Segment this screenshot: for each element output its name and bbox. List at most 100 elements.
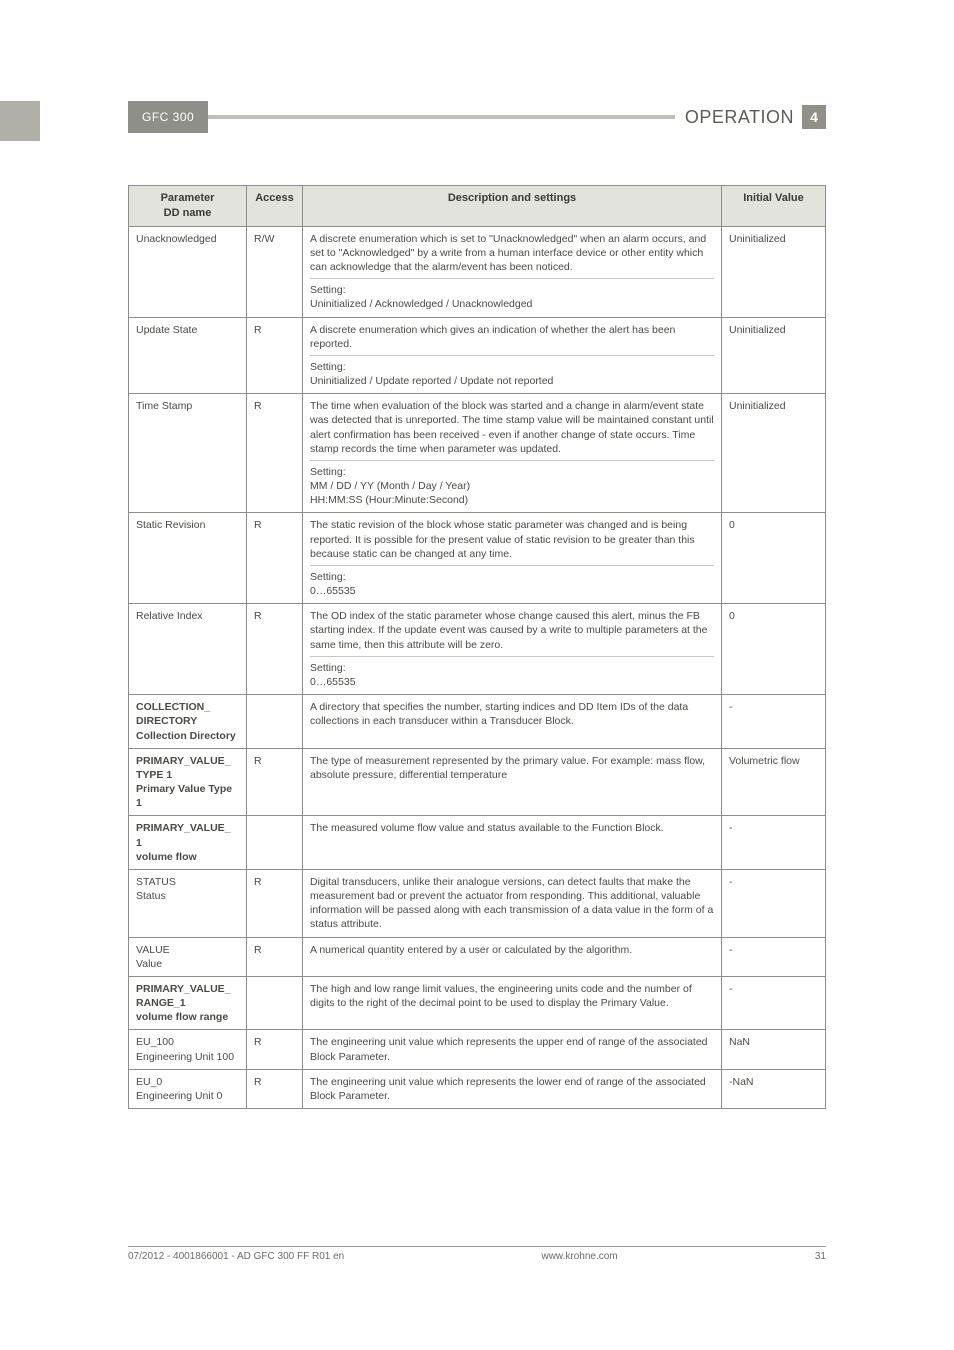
param-name-line: EU_100 bbox=[136, 1035, 239, 1049]
footer-right: 31 bbox=[815, 1251, 826, 1262]
cell-access bbox=[247, 695, 303, 749]
setting-label: Setting: bbox=[310, 570, 714, 584]
desc-text: A directory that specifies the number, s… bbox=[310, 700, 714, 728]
table-row: Relative IndexRThe OD index of the stati… bbox=[129, 604, 826, 695]
col-access: Access bbox=[247, 186, 303, 227]
cell-param: Static Revision bbox=[129, 513, 247, 604]
cell-access: R bbox=[247, 1069, 303, 1108]
cell-desc: The type of measurement represented by t… bbox=[303, 748, 722, 816]
desc-setting-block: Setting:MM / DD / YY (Month / Day / Year… bbox=[310, 460, 714, 508]
col-initial: Initial Value bbox=[722, 186, 826, 227]
table-row: Time StampRThe time when evaluation of t… bbox=[129, 394, 826, 513]
table-row: UnacknowledgedR/WA discrete enumeration … bbox=[129, 226, 826, 317]
cell-desc: The static revision of the block whose s… bbox=[303, 513, 722, 604]
param-name-line: Static Revision bbox=[136, 518, 239, 532]
side-tab bbox=[0, 101, 40, 141]
desc-text: A discrete enumeration which is set to "… bbox=[310, 232, 714, 275]
table-row: PRIMARY_VALUE_RANGE_1volume flow range Th… bbox=[129, 976, 826, 1030]
desc-text: The high and low range limit values, the… bbox=[310, 982, 714, 1010]
param-name-line: PRIMARY_VALUE_ bbox=[136, 982, 239, 996]
cell-param: Unacknowledged bbox=[129, 226, 247, 317]
cell-desc: The OD index of the static parameter who… bbox=[303, 604, 722, 695]
desc-text: The measured volume flow value and statu… bbox=[310, 821, 714, 835]
cell-initial: Uninitialized bbox=[722, 394, 826, 513]
desc-text: A numerical quantity entered by a user o… bbox=[310, 943, 714, 957]
param-name-line: STATUS bbox=[136, 875, 239, 889]
table-row: VALUEValue R A numerical quantity entered … bbox=[129, 937, 826, 976]
setting-label: Setting: bbox=[310, 465, 714, 479]
cell-desc: The high and low range limit values, the… bbox=[303, 976, 722, 1030]
header-title: OPERATION bbox=[685, 107, 794, 128]
col-desc: Description and settings bbox=[303, 186, 722, 227]
setting-value: HH:MM:SS (Hour:Minute:Second) bbox=[310, 493, 714, 507]
col-param-label: Parameter bbox=[161, 192, 215, 204]
cell-param: PRIMARY_VALUE_1volume flow bbox=[129, 816, 247, 870]
cell-param: EU_0Engineering Unit 0 bbox=[129, 1069, 247, 1108]
desc-setting-block: Setting:0…65535 bbox=[310, 656, 714, 689]
table-row: EU_0Engineering Unit 0RThe engineering u… bbox=[129, 1069, 826, 1108]
cell-desc: The engineering unit value which represe… bbox=[303, 1069, 722, 1108]
cell-initial: - bbox=[722, 816, 826, 870]
cell-initial: 0 bbox=[722, 513, 826, 604]
cell-access: R bbox=[247, 937, 303, 976]
cell-desc: A discrete enumeration which is set to "… bbox=[303, 226, 722, 317]
cell-initial: Volumetric flow bbox=[722, 748, 826, 816]
param-name-line: COLLECTION_ bbox=[136, 700, 239, 714]
desc-setting-block: Setting:Uninitialized / Acknowledged / U… bbox=[310, 278, 714, 311]
cell-desc: A numerical quantity entered by a user o… bbox=[303, 937, 722, 976]
table-row: Update StateRA discrete enumeration whic… bbox=[129, 317, 826, 394]
table-header-row: Parameter DD name Access Description and… bbox=[129, 186, 826, 227]
page-header: GFC 300 OPERATION 4 bbox=[128, 101, 826, 133]
param-name-line: RANGE_1 bbox=[136, 996, 239, 1010]
desc-text: The type of measurement represented by t… bbox=[310, 754, 714, 782]
param-name-line: 1 bbox=[136, 836, 239, 850]
cell-access: R bbox=[247, 1030, 303, 1069]
desc-text: Digital transducers, unlike their analog… bbox=[310, 875, 714, 932]
param-name-line: VALUE bbox=[136, 943, 239, 957]
col-param: Parameter DD name bbox=[129, 186, 247, 227]
table-row: EU_100Engineering Unit 100 RThe engineeri… bbox=[129, 1030, 826, 1069]
param-ddname-line: volume flow bbox=[136, 850, 239, 864]
cell-desc: The time when evaluation of the block wa… bbox=[303, 394, 722, 513]
table-row: PRIMARY_VALUE_TYPE 1Primary Value Type 1… bbox=[129, 748, 826, 816]
param-name-line: DIRECTORY bbox=[136, 714, 239, 728]
param-ddname-line: Primary Value Type 1 bbox=[136, 782, 239, 810]
header-badge: 4 bbox=[802, 105, 826, 129]
cell-param: Update State bbox=[129, 317, 247, 394]
cell-desc: The engineering unit value which represe… bbox=[303, 1030, 722, 1069]
cell-param: STATUSStatus bbox=[129, 869, 247, 937]
cell-initial: Uninitialized bbox=[722, 317, 826, 394]
param-name-line: EU_0 bbox=[136, 1075, 239, 1089]
footer-center: www.krohne.com bbox=[541, 1251, 617, 1262]
cell-initial: NaN bbox=[722, 1030, 826, 1069]
table-row: COLLECTION_DIRECTORYCollection Directory… bbox=[129, 695, 826, 749]
header-product: GFC 300 bbox=[128, 101, 208, 133]
cell-param: Time Stamp bbox=[129, 394, 247, 513]
setting-value: Uninitialized / Acknowledged / Unacknowl… bbox=[310, 297, 714, 311]
cell-param: Relative Index bbox=[129, 604, 247, 695]
cell-param: PRIMARY_VALUE_RANGE_1volume flow range bbox=[129, 976, 247, 1030]
setting-label: Setting: bbox=[310, 661, 714, 675]
cell-param: COLLECTION_DIRECTORYCollection Directory bbox=[129, 695, 247, 749]
param-ddname-line: Collection Directory bbox=[136, 729, 239, 743]
table-row: Static Revision RThe static revision of t… bbox=[129, 513, 826, 604]
param-name-line: PRIMARY_VALUE_ bbox=[136, 821, 239, 835]
cell-initial: - bbox=[722, 869, 826, 937]
desc-setting-block: Setting:0…65535 bbox=[310, 565, 714, 598]
cell-desc: Digital transducers, unlike their analog… bbox=[303, 869, 722, 937]
cell-initial: -NaN bbox=[722, 1069, 826, 1108]
param-ddname-line: volume flow range bbox=[136, 1010, 239, 1024]
cell-initial: - bbox=[722, 976, 826, 1030]
desc-text: The engineering unit value which represe… bbox=[310, 1075, 714, 1103]
cell-access: R bbox=[247, 513, 303, 604]
desc-text: The OD index of the static parameter who… bbox=[310, 609, 714, 652]
table-row: STATUSStatusRDigital transducers, unlike… bbox=[129, 869, 826, 937]
setting-value: MM / DD / YY (Month / Day / Year) bbox=[310, 479, 714, 493]
param-ddname-line: Value bbox=[136, 957, 239, 971]
footer-left: 07/2012 - 4001866001 - AD GFC 300 FF R01… bbox=[128, 1251, 344, 1262]
setting-value: 0…65535 bbox=[310, 584, 714, 598]
table-row: PRIMARY_VALUE_1volume flow The measured v… bbox=[129, 816, 826, 870]
param-ddname-line: Engineering Unit 100 bbox=[136, 1050, 239, 1064]
param-name-line: Update State bbox=[136, 323, 239, 337]
header-divider bbox=[208, 115, 675, 119]
